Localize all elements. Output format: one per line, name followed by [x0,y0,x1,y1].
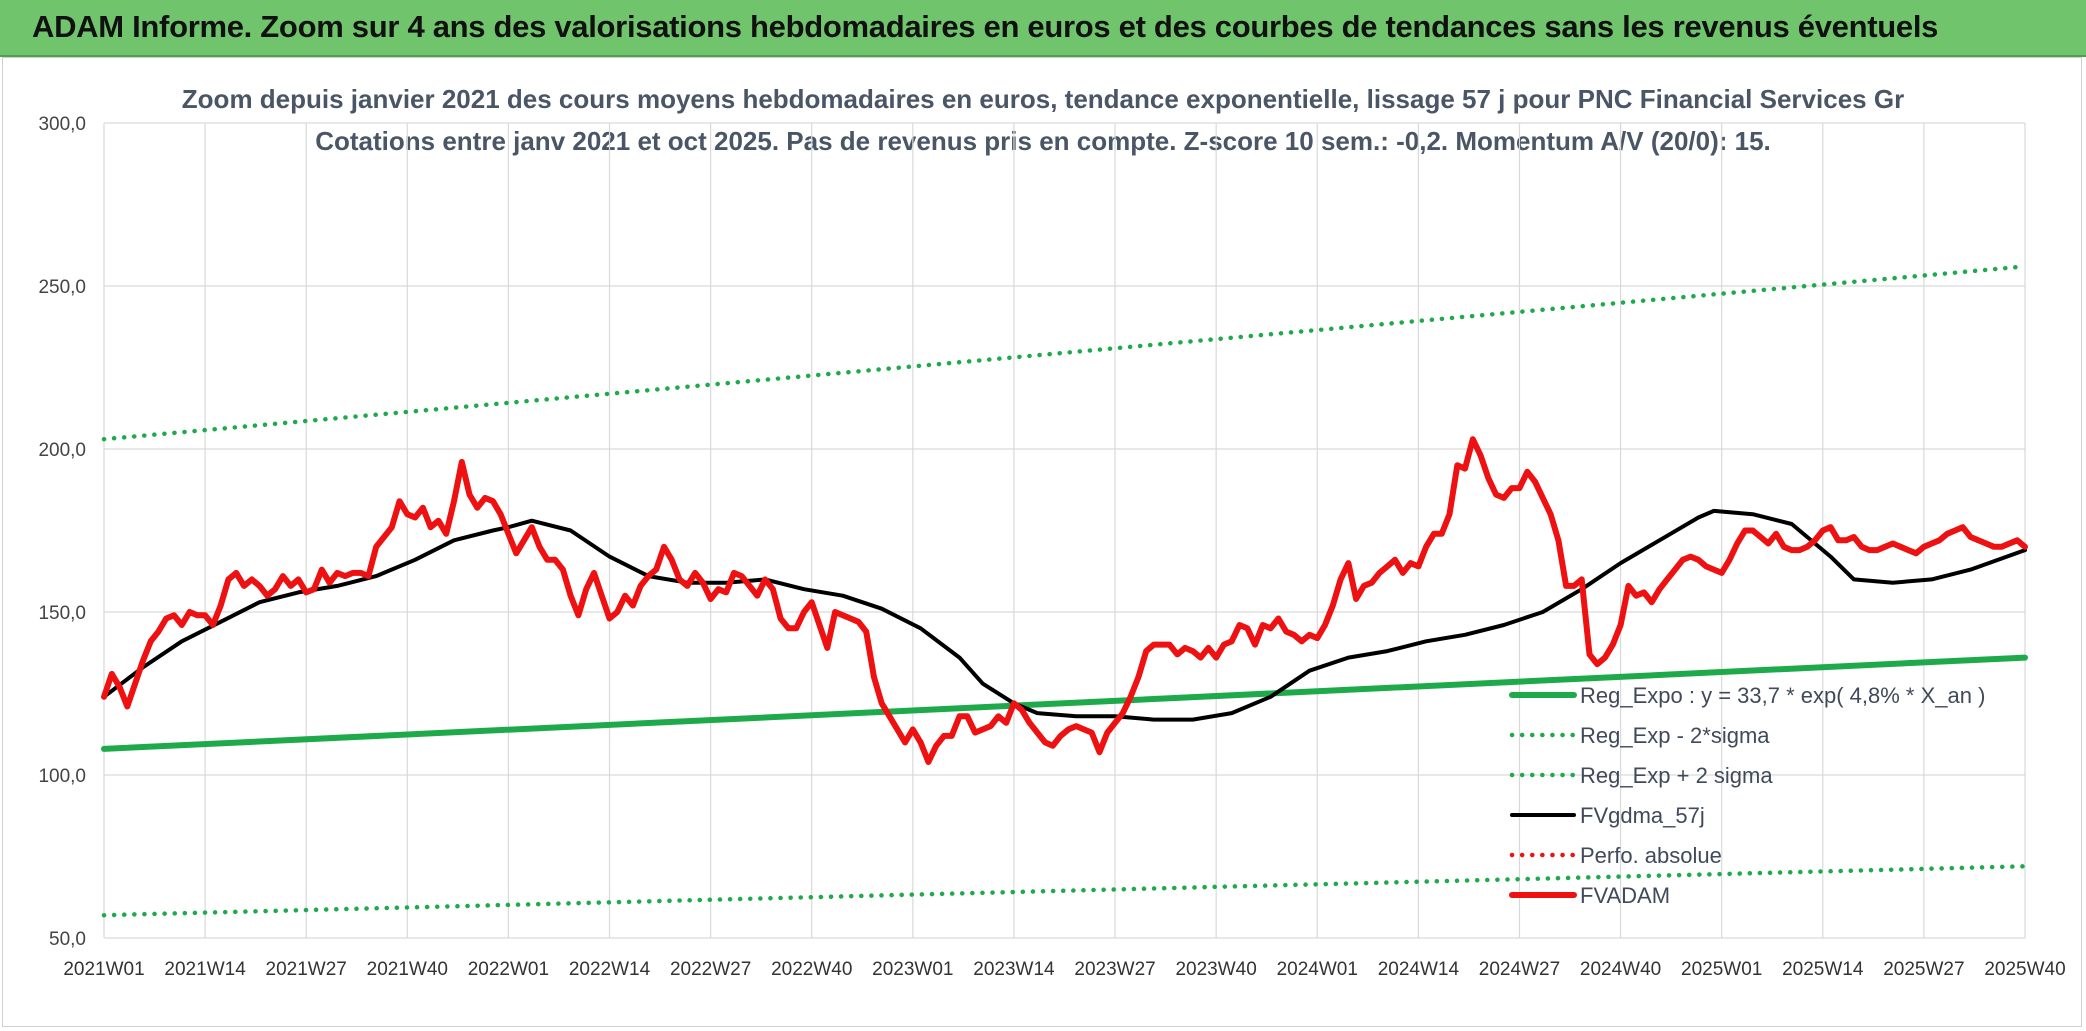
legend: Reg_Expo : y = 33,7 * exp( 4,8% * X_an )… [1509,683,1985,908]
report-banner: ADAM Informe. Zoom sur 4 ans des valoris… [0,0,2086,57]
series-line-reg-expo-y [101,654,2028,752]
legend-label: Perfo. absolue [1580,843,1722,868]
x-tick-label: 2021W40 [367,959,448,980]
x-tick-label: 2023W14 [973,959,1055,980]
grid-layer [103,122,2026,939]
x-tick-label: 2024W40 [1580,959,1661,980]
x-tick-label: 2021W01 [63,959,144,980]
y-tick-label: 150,0 [38,603,86,624]
legend-label: Reg_Exp - 2*sigma [1580,723,1770,748]
y-tick-label: 100,0 [38,766,86,787]
x-tick-label: 2023W27 [1074,959,1155,980]
x-tick-label: 2022W01 [468,959,549,980]
x-tick-label: 2025W40 [1984,959,2065,980]
x-tick-label: 2022W14 [569,959,651,980]
report-title: ADAM Informe. Zoom sur 4 ans des valoris… [32,9,1939,44]
y-tick-label: 50,0 [49,929,86,950]
x-tick-label: 2024W01 [1277,959,1358,980]
legend-label: FVgdma_57j [1580,803,1705,828]
chart-frame [2,57,2082,1027]
y-tick-label: 250,0 [38,277,86,298]
x-tick-label: 2025W01 [1681,959,1762,980]
y-tick-label: 300,0 [38,114,86,135]
axis-layer: 50,0 100,0 150,0 200,0 250,0 300,0 2021W01 2021… [38,114,2065,980]
x-tick-label: 2024W27 [1479,959,1560,980]
x-tick-label: 2025W14 [1782,959,1864,980]
series-line-reg-exp-2 [101,864,2028,918]
x-tick-label: 2022W27 [670,959,751,980]
legend-label: Reg_Expo : y = 33,7 * exp( 4,8% * X_an ) [1580,683,1985,708]
series-layer [101,264,2028,918]
legend-label: Reg_Exp + 2 sigma [1580,763,1773,788]
x-tick-label: 2025W27 [1883,959,1964,980]
chart-title: Zoom depuis janvier 2021 des cours moyen… [181,84,1905,114]
series-line-fvadam [101,436,2028,765]
legend-label: FVADAM [1580,883,1670,908]
x-tick-label: 2023W40 [1175,959,1256,980]
series-line-reg-exp-2 [101,264,2028,442]
x-tick-label: 2021W27 [266,959,347,980]
x-tick-label: 2022W40 [771,959,852,980]
x-tick-label: 2024W14 [1378,959,1460,980]
x-tick-label: 2023W01 [872,959,953,980]
series-line-fvgdma-57j [102,508,2027,722]
x-tick-label: 2021W14 [164,959,246,980]
chart-subtitle: Cotations entre janv 2021 et oct 2025. P… [315,126,1771,156]
y-tick-label: 200,0 [38,440,86,461]
